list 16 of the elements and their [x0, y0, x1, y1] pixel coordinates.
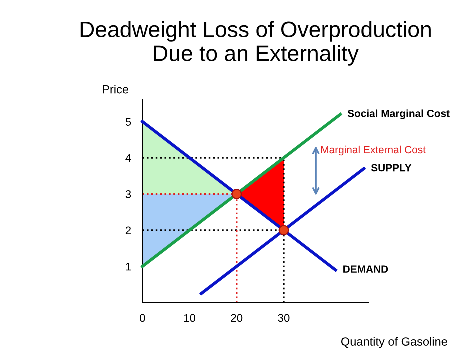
y-tick-label: 1	[126, 263, 132, 271]
chart-title: Deadweight Loss of Overproduction Due to an Externality	[80, 21, 431, 66]
x-tick-label: 30	[278, 314, 290, 322]
annotation: Marginal External Cost	[321, 146, 426, 156]
x-axis-title: Quantity of Gasoline	[342, 337, 448, 348]
x-tick-label: 20	[231, 314, 243, 322]
y-tick-label: 5	[126, 118, 132, 126]
y-axis-title: Price	[103, 85, 128, 94]
series-label: Social Marginal Cost	[348, 110, 450, 120]
y-tick-label: 4	[126, 154, 132, 162]
x-tick-label: 0	[140, 314, 146, 322]
x-tick-label: 10	[184, 314, 196, 322]
y-tick-label: 2	[126, 226, 132, 234]
series-label: DEMAND	[344, 266, 388, 273]
y-tick-label: 3	[126, 190, 132, 198]
series-label: SUPPLY	[371, 164, 412, 172]
